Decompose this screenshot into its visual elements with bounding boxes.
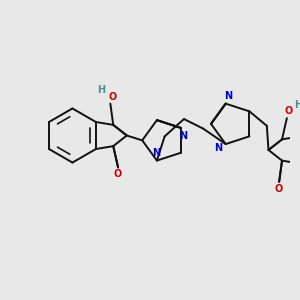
Text: O: O [108, 92, 116, 102]
Text: N: N [152, 148, 160, 158]
Text: N: N [224, 91, 232, 101]
Text: H: H [97, 85, 105, 95]
Text: H: H [294, 100, 300, 110]
Text: O: O [285, 106, 293, 116]
Text: N: N [214, 143, 222, 153]
Text: N: N [179, 130, 188, 141]
Text: O: O [274, 184, 282, 194]
Text: O: O [114, 169, 122, 179]
